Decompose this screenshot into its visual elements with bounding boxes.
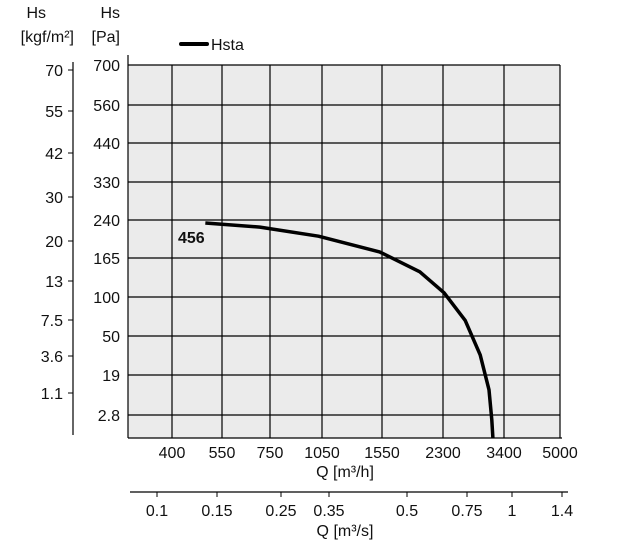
y-tick-kgf: 55 [45,104,63,121]
x-tick-m3h: 3400 [486,445,522,462]
x-axis-m3h-title: Q [m³/h] [316,464,374,481]
x-tick-m3s: 0.5 [396,503,418,520]
y-axis-kgf-title: Hs [26,5,46,22]
y-tick-kgf: 42 [45,146,63,163]
y-tick-kgf: 13 [45,274,63,291]
y-tick-kgf: 70 [45,63,63,80]
x-tick-m3h: 750 [257,445,284,462]
x-tick-m3h: 1050 [304,445,340,462]
x-tick-m3s: 0.75 [451,503,482,520]
x-tick-m3h: 400 [159,445,186,462]
x-tick-m3s: 0.15 [201,503,232,520]
y-tick-kgf: 3.6 [41,349,63,366]
x-tick-m3h: 2300 [425,445,461,462]
y-axis-pa-title: Hs [100,5,120,22]
x-tick-m3h: 5000 [542,445,578,462]
y-tick-pa: 440 [93,136,120,153]
x-tick-m3s: 0.1 [146,503,168,520]
y-tick-pa: 2.8 [98,408,120,425]
x-tick-m3s: 1 [508,503,517,520]
y-tick-kgf: 20 [45,234,63,251]
y-tick-pa: 330 [93,175,120,192]
y-tick-kgf: 30 [45,190,63,207]
x-axis-m3s-title: Q [m³/s] [317,523,374,540]
plot-area [128,65,560,438]
x-tick-m3s: 0.35 [313,503,344,520]
x-tick-m3h: 1550 [364,445,400,462]
y-tick-pa: 700 [93,58,120,75]
curve-label-456: 456 [178,230,205,247]
legend-label-hsta: Hsta [211,37,244,54]
y-tick-pa: 240 [93,213,120,230]
y-tick-pa: 100 [93,290,120,307]
y-tick-pa: 19 [102,368,120,385]
x-tick-m3s: 1.4 [551,503,573,520]
y-tick-pa: 560 [93,98,120,115]
y-tick-pa: 165 [93,251,120,268]
y-tick-pa: 50 [102,329,120,346]
x-tick-m3h: 550 [209,445,236,462]
y-axis-pa-unit: [Pa] [92,29,120,46]
series-line-hsta [205,221,495,439]
y-tick-kgf: 7.5 [41,313,63,330]
y-tick-kgf: 1.1 [41,386,63,403]
x-tick-m3s: 0.25 [265,503,296,520]
y-axis-kgf-unit: [kgf/m²] [21,29,74,46]
